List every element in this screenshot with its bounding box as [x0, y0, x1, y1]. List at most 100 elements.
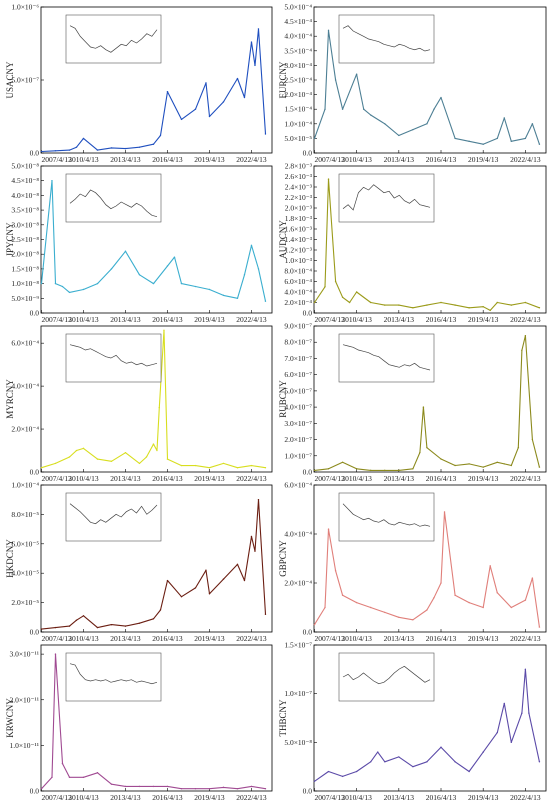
y-tick-label: 4.0×10⁻⁴ [284, 530, 312, 539]
data-point [124, 625, 127, 627]
data-point [82, 447, 85, 450]
data-point [524, 668, 527, 671]
data-point [454, 761, 456, 763]
data-point [156, 449, 158, 452]
x-tick-label: 2007/4/13 [314, 155, 345, 164]
data-point [194, 108, 197, 110]
data-point [341, 594, 344, 596]
data-point [313, 623, 316, 626]
y-tick-label: 2.5×10⁻⁴ [284, 76, 312, 85]
data-point [510, 741, 513, 744]
data-point [327, 178, 330, 180]
y-tick-label: 8.0×10⁻⁷ [284, 338, 312, 347]
data-point [236, 77, 239, 80]
data-point [82, 776, 85, 779]
data-point [257, 499, 260, 501]
y-tick-label: 0.0 [303, 628, 313, 637]
data-point [138, 785, 141, 788]
data-point [341, 775, 344, 778]
inset-line [342, 503, 431, 527]
data-point [166, 90, 169, 93]
data-point [51, 776, 53, 779]
data-point [313, 301, 316, 304]
data-point [208, 788, 211, 790]
data-point [468, 307, 470, 309]
data-point [334, 79, 337, 81]
x-tick-label: 2007/4/13 [41, 793, 72, 802]
data-point [510, 140, 513, 143]
inset-line [69, 344, 158, 367]
data-point [412, 468, 414, 470]
x-tick-label: 2022/4/13 [510, 155, 541, 164]
x-tick-label: 2019/4/13 [468, 634, 499, 643]
x-tick-label: 2022/4/13 [510, 793, 541, 802]
y-tick-label: 4.0×10⁻⁵ [11, 569, 39, 578]
data-point [398, 756, 400, 758]
x-tick-label: 2022/4/13 [236, 315, 267, 324]
data-point [180, 788, 183, 790]
y-tick-label: 8.0×10⁻⁴ [284, 267, 312, 276]
data-point [384, 611, 386, 614]
data-point [426, 446, 428, 449]
x-tick-label: 2016/4/13 [426, 634, 457, 643]
data-point [40, 628, 43, 630]
data-point [250, 785, 253, 788]
x-tick-label: 2019/4/13 [194, 155, 225, 164]
y-tick-label: 0.0 [30, 787, 40, 796]
y-axis-label: GBPCNY [278, 540, 288, 577]
data-point [110, 460, 113, 462]
x-tick-label: 2010/4/13 [68, 634, 99, 643]
data-point [250, 464, 253, 467]
data-point [440, 96, 442, 99]
data-point [68, 776, 71, 779]
data-point [236, 788, 239, 790]
data-point [538, 307, 541, 309]
x-tick-label: 2019/4/13 [468, 793, 499, 802]
data-point [96, 282, 99, 285]
data-point [324, 286, 326, 288]
data-point [454, 464, 456, 467]
y-axis-label: USACNY [5, 61, 15, 99]
data-point [40, 282, 43, 285]
x-tick-label: 2007/4/13 [41, 155, 72, 164]
y-tick-label: 7.0×10⁻⁷ [284, 354, 312, 363]
y-tick-label: 1.0×10⁻⁴ [284, 119, 312, 128]
data-point [250, 535, 253, 538]
data-point [521, 349, 523, 352]
x-tick-label: 2010/4/13 [341, 793, 372, 802]
data-point [236, 563, 239, 566]
data-point [313, 469, 316, 472]
x-tick-label: 2019/4/13 [468, 315, 499, 324]
y-tick-label: 0.0 [303, 468, 313, 477]
x-tick-label: 2016/4/13 [426, 793, 457, 802]
x-tick-label: 2022/4/13 [510, 474, 541, 483]
x-tick-label: 2022/4/13 [236, 155, 267, 164]
data-point [96, 772, 99, 774]
data-point [51, 180, 53, 182]
inset-frame [65, 492, 162, 542]
data-point [82, 288, 85, 291]
y-tick-label: 5.0×10⁻⁴ [284, 3, 312, 12]
inset-line [69, 503, 158, 525]
inset-panel [65, 173, 162, 223]
data-point [524, 137, 527, 140]
data-point [166, 785, 169, 788]
y-tick-label: 1.8×10⁻³ [285, 214, 313, 223]
data-point [377, 751, 379, 753]
y-tick-label: 9.0×10⁻⁷ [284, 322, 312, 331]
data-point [538, 761, 541, 763]
y-tick-label: 4.0×10⁻⁷ [284, 403, 312, 412]
y-tick-label: 3.0×10⁻⁷ [284, 419, 312, 428]
data-point [355, 468, 358, 470]
y-tick-label: 6.0×10⁻⁵ [11, 539, 39, 548]
data-point [145, 456, 148, 458]
data-point [433, 108, 435, 110]
x-tick-label: 2013/4/13 [110, 634, 141, 643]
data-point [222, 578, 225, 580]
y-tick-label: 2.0×10⁻⁴ [284, 579, 312, 588]
y-tick-label: 0.0 [303, 309, 313, 318]
data-point [124, 451, 127, 454]
inset-panel [65, 333, 162, 383]
data-point [327, 29, 330, 32]
